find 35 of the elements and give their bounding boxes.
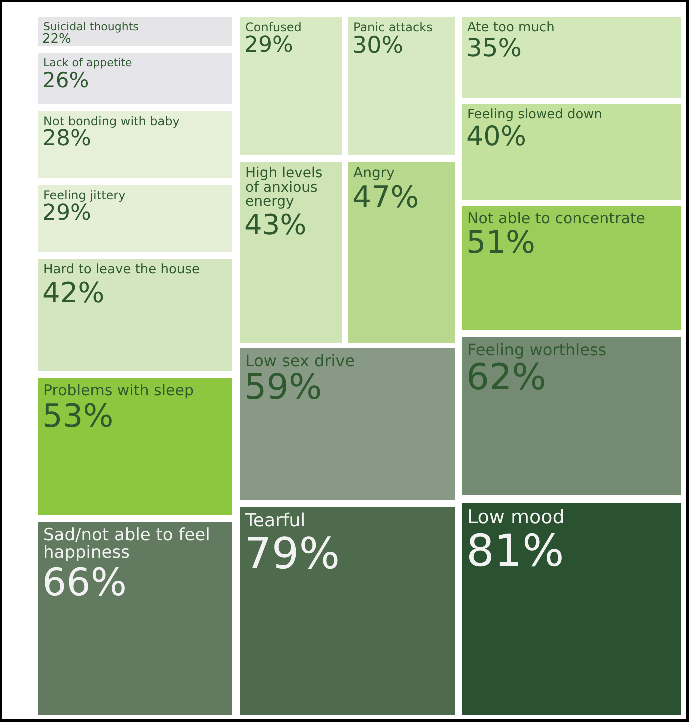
data-label: 30% [352, 32, 404, 59]
category-label: Not able to concentrate [468, 210, 646, 228]
data-label: 42% [42, 276, 105, 310]
data-label: 59% [244, 368, 322, 408]
category-label: Suicidal thoughts [44, 20, 140, 34]
category-label: Confused [246, 20, 302, 34]
data-label: 43% [244, 208, 307, 242]
data-label: 81% [466, 526, 564, 577]
data-label: 66% [42, 560, 127, 604]
category-label: Not bonding with baby [44, 114, 180, 128]
category-label: Problems with sleep [44, 382, 194, 400]
category-label: Feeling jittery [44, 188, 126, 202]
category-label: Ate too much [468, 20, 555, 36]
category-label: Sad/not able to feel happiness [44, 526, 210, 563]
category-label: Feeling worthless [468, 340, 607, 360]
category-label: Panic attacks [354, 20, 433, 34]
data-label: 79% [244, 530, 340, 580]
data-label: 51% [466, 224, 536, 261]
data-label: 29% [42, 200, 92, 226]
data-label: 26% [42, 68, 90, 92]
category-label: Tearful [244, 510, 306, 532]
data-label: 22% [42, 32, 72, 47]
data-label: 40% [466, 121, 527, 152]
category-label: Low sex drive [246, 352, 356, 370]
category-label: Angry [354, 166, 395, 182]
data-label: 35% [466, 34, 522, 63]
category-label: High levels of anxious energy [246, 166, 323, 210]
data-label: 28% [42, 126, 92, 152]
category-label: Hard to leave the house [44, 262, 200, 278]
category-label: Low mood [468, 506, 565, 528]
category-label: Lack of appetite [44, 56, 133, 70]
data-label: 47% [352, 180, 420, 216]
category-label: Feeling slowed down [468, 108, 603, 122]
data-label: 29% [244, 32, 294, 58]
data-label: 53% [42, 397, 114, 436]
